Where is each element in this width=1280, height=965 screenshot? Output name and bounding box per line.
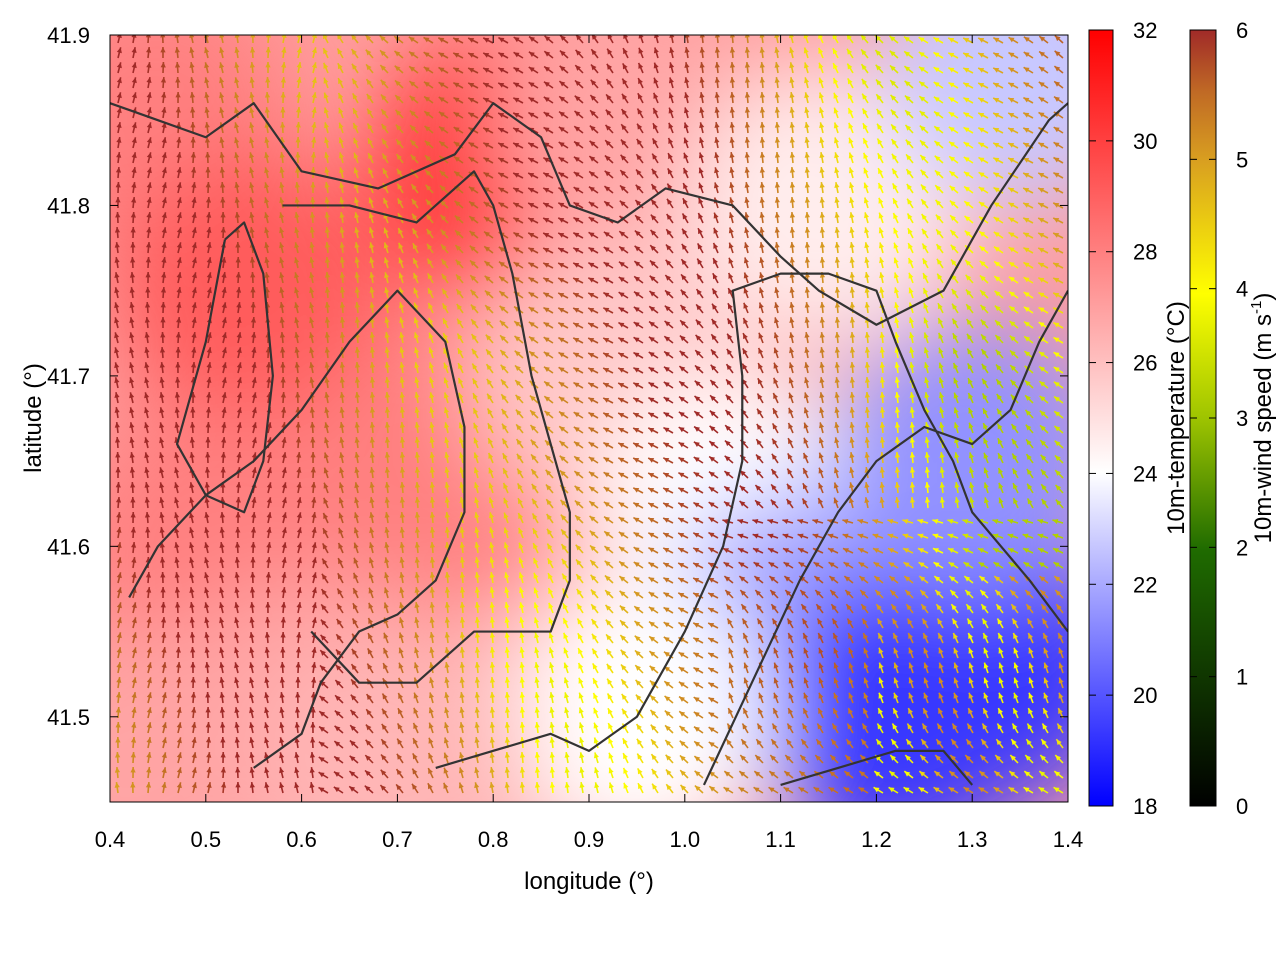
wind-arrow-shaft bbox=[162, 32, 163, 43]
plot-area bbox=[0, 0, 1160, 908]
wind-arrow-shaft bbox=[717, 32, 718, 43]
wind-arrow-shaft bbox=[148, 32, 149, 43]
wind-arrow-shaft bbox=[268, 32, 269, 43]
temperature-blob bbox=[0, 628, 269, 908]
wind-arrow-shaft bbox=[732, 32, 733, 43]
temperature-blob bbox=[257, 628, 537, 908]
